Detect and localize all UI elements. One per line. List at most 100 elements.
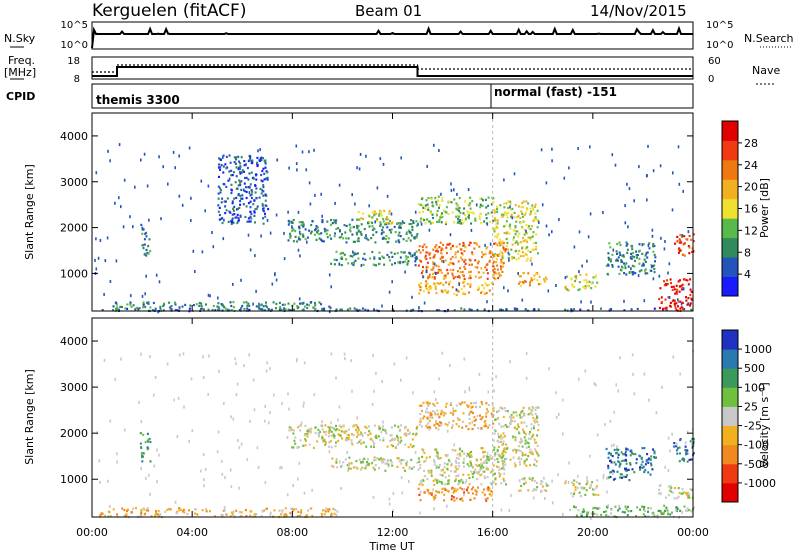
power-echo-cell [431,221,434,224]
velocity-echo-cell [351,433,353,436]
velocity-echo-cell [140,508,143,512]
velocity-echo-cell [434,413,437,416]
power-echo-cell [339,252,342,255]
velocity-echo-cell [665,506,668,509]
velocity-scatter-cell [525,376,528,380]
velocity-echo-cell [448,474,451,477]
power-echo-cell [628,271,631,274]
velocity-echo-cell [662,513,665,516]
velocity-echo-cell [446,489,449,492]
velocity-echo-cell [394,437,397,440]
velocity-echo-cell [469,455,471,458]
power-scatter-cell [207,293,210,297]
power-echo-cell [496,243,499,246]
velocity-echo-cell [664,509,666,512]
power-echo-cell [314,301,316,305]
power-echo-cell [200,307,203,310]
power-echo-cell [484,198,487,201]
power-echo-cell [239,165,242,168]
power-echo-cell [335,258,338,262]
velocity-echo-cell [625,467,628,470]
velocity-echo-cell [535,460,538,463]
power-echo-cell [416,257,419,260]
power-scatter-cell [624,204,626,208]
power-echo-cell [615,259,618,262]
power-echo-cell [334,221,337,224]
velocity-echo-cell [289,512,292,515]
velocity-echo-cell [505,457,508,460]
power-colorbar-tick-label: 12 [744,224,758,237]
freq-left-unit: [MHz] [4,66,36,79]
velocity-echo-cell [323,439,326,442]
velocity-echo-cell [451,449,454,452]
velocity-scatter-cell [671,432,673,436]
power-echo-cell [470,222,472,225]
power-echo-region [417,241,507,281]
velocity-echo-cell [309,431,312,434]
velocity-scatter-cell [409,431,411,435]
velocity-echo-cell [660,511,663,514]
power-echo-cell [458,243,461,246]
velocity-echo-cell [498,422,501,425]
velocity-echo-cell [686,494,689,497]
velocity-echo-cell [522,428,524,431]
power-scatter-cell [577,147,579,150]
power-echo-cell [591,281,594,284]
power-echo-cell [381,255,384,258]
velocity-echo-cell [607,464,610,467]
velocity-echo-cell [649,473,652,476]
power-echo-cell [536,279,539,282]
velocity-echo-cell [675,449,678,452]
power-echo-cell [487,212,490,215]
velocity-scatter-cell [116,460,118,464]
velocity-echo-cell [334,508,337,512]
power-echo-cell [513,211,516,214]
power-echo-cell [189,304,192,307]
power-echo-cell [585,273,588,276]
power-echo-cell [432,248,435,251]
velocity-echo-cell [475,458,478,461]
velocity-scatter-cell [203,478,205,482]
velocity-scatter-cell [401,491,403,495]
velocity-echo-cell [482,466,485,469]
power-echo-cell [408,230,411,233]
power-scatter-cell [211,231,213,234]
velocity-echo-cell [368,462,371,465]
velocity-echo-cell [164,510,167,513]
power-echo-cell [671,288,674,291]
power-echo-cell [469,211,472,214]
velocity-echo-cell [378,458,380,461]
velocity-echo-cell [650,464,653,467]
power-echo-cell [243,309,246,312]
power-echo-cell [515,220,518,223]
power-echo-cell [447,263,450,266]
power-echo-region [658,278,693,313]
power-scatter-cell [95,171,98,175]
power-echo-cell [471,263,473,266]
velocity-echo-cell [443,499,446,502]
velocity-echo-cell [471,473,474,476]
power-echo-cell [427,208,430,211]
power-echo-cell [469,202,472,205]
velocity-echo-cell [422,417,425,420]
power-echo-cell [421,204,424,207]
power-echo-cell [399,224,402,227]
power-echo-cell [590,287,593,290]
velocity-echo-cell [485,466,488,469]
velocity-echo-cell [611,455,614,458]
velocity-echo-cell [447,490,450,493]
power-echo-cell [463,207,466,210]
power-echo-cell [459,271,462,274]
power-scatter-cell [647,144,649,148]
velocity-echo-cell [485,499,488,502]
velocity-echo-cell [142,452,145,455]
noise-ytick-top-right: 10^5 [706,20,733,31]
velocity-echo-cell [440,482,443,485]
power-echo-cell [323,227,326,230]
velocity-echo-cell [455,404,458,407]
power-echo-cell [521,212,524,215]
power-echo-cell [525,224,528,227]
power-echo-cell [449,258,452,261]
power-echo-cell [425,284,427,288]
velocity-scatter-cell [202,376,205,379]
